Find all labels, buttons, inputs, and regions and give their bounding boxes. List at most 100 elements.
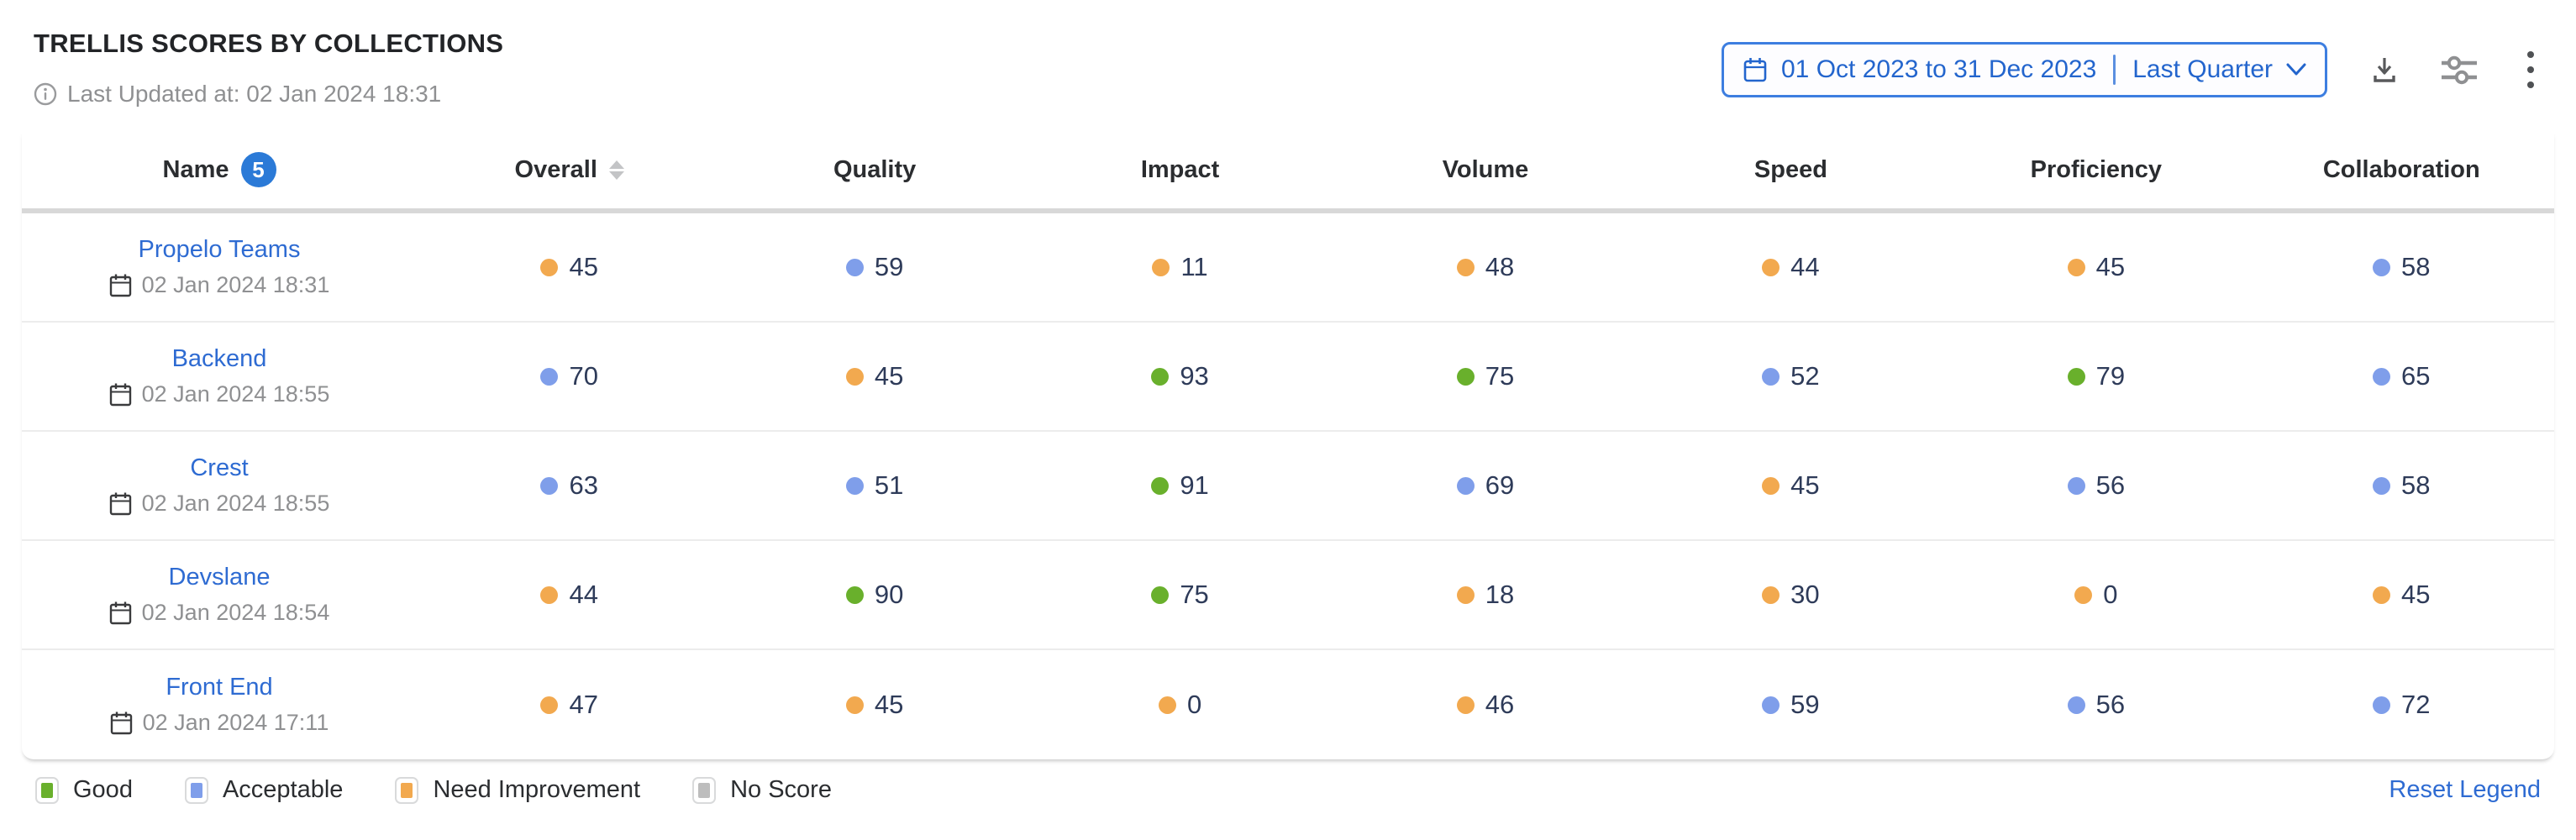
calendar-icon	[109, 492, 131, 516]
score-cell-proficiency: 56	[1943, 690, 2248, 720]
legend-item-good[interactable]: Good	[35, 776, 133, 804]
score-value: 70	[569, 361, 598, 391]
score-cell-proficiency: 45	[1943, 252, 2248, 282]
column-header-impact: Impact	[1140, 155, 1220, 183]
score-dot	[1762, 585, 1780, 604]
legend-item-no-score[interactable]: No Score	[692, 776, 832, 804]
sliders-icon-button[interactable]	[2440, 54, 2479, 86]
column-header-collaboration: Collaboration	[2322, 155, 2480, 183]
score-dot	[845, 367, 864, 386]
calendar-icon	[1743, 58, 1767, 82]
score-cell-speed: 44	[1638, 252, 1943, 282]
column-header-proficiency: Proficiency	[2030, 155, 2163, 183]
table-row: Front End 02 Jan 2024 17:11 47 45 0 46 5…	[22, 650, 2554, 759]
score-dot	[845, 476, 864, 495]
column-header-speed: Speed	[1753, 155, 1827, 183]
calendar-icon	[110, 711, 132, 735]
download-button[interactable]	[2368, 53, 2401, 87]
score-dot	[2067, 696, 2085, 714]
score-dot	[1151, 476, 1170, 495]
score-dot	[1762, 696, 1780, 714]
score-cell-speed: 52	[1638, 361, 1943, 391]
title-block: TRELLIS SCORES BY COLLECTIONS Last Updat…	[34, 29, 503, 108]
score-dot	[2373, 258, 2391, 276]
column-label: Overall	[514, 155, 597, 183]
info-icon	[34, 82, 57, 106]
score-dot	[1151, 585, 1170, 604]
collection-link[interactable]: Crest	[190, 454, 249, 481]
score-cell-collaboration: 58	[2249, 470, 2554, 501]
score-cell-proficiency: 0	[1943, 580, 2248, 610]
chevron-down-icon	[2286, 63, 2306, 76]
score-dot	[2067, 476, 2085, 495]
score-dot	[1762, 476, 1780, 495]
legend-swatch-box	[184, 776, 208, 804]
score-value: 48	[1485, 252, 1515, 281]
score-cell-impact: 0	[1028, 690, 1333, 720]
column-header-overall[interactable]: Overall	[417, 156, 722, 184]
score-value: 90	[874, 580, 904, 609]
date-range-divider	[2113, 55, 2116, 85]
score-value: 45	[2095, 252, 2126, 281]
column-header-quality: Quality	[833, 155, 917, 183]
column-label: Name	[162, 155, 229, 183]
legend-item-acceptable[interactable]: Acceptable	[184, 776, 343, 804]
collection-link[interactable]: Front End	[166, 674, 273, 701]
legend-item-need-improvement[interactable]: Need Improvement	[395, 776, 640, 804]
score-dot	[1456, 476, 1475, 495]
score-value: 45	[874, 690, 904, 719]
score-value: 63	[569, 470, 598, 500]
score-cell-volume: 75	[1333, 361, 1638, 391]
sort-carets-icon[interactable]	[608, 160, 624, 180]
score-cell-overall: 70	[417, 361, 722, 391]
collection-link[interactable]: Propelo Teams	[138, 236, 301, 263]
score-dot	[1456, 585, 1475, 604]
page-title: TRELLIS SCORES BY COLLECTIONS	[34, 29, 504, 58]
score-cell-impact: 91	[1028, 470, 1333, 501]
row-timestamp: 02 Jan 2024 18:55	[109, 491, 329, 517]
score-value: 44	[1790, 252, 1820, 281]
caret-up-icon	[608, 160, 624, 169]
need-improvement-swatch	[401, 782, 413, 798]
column-header-volume: Volume	[1442, 155, 1529, 183]
score-cell-quality: 59	[722, 252, 1027, 282]
score-dot	[1158, 696, 1176, 714]
score-cell-speed: 59	[1638, 690, 1943, 720]
collection-link[interactable]: Backend	[171, 345, 267, 372]
score-value: 58	[2401, 470, 2431, 500]
score-dot	[845, 585, 864, 604]
score-value: 44	[569, 580, 598, 609]
score-value: 72	[2401, 690, 2431, 719]
score-cell-proficiency: 79	[1943, 361, 2248, 391]
caret-down-icon	[608, 171, 624, 180]
score-value: 51	[874, 470, 904, 500]
name-count-badge: 5	[240, 152, 276, 187]
widget-controls: 01 Oct 2023 to 31 Dec 2023 Last Quarter	[1721, 42, 2542, 97]
score-dot	[1456, 696, 1475, 714]
score-dot	[2074, 585, 2093, 604]
score-value: 59	[874, 252, 904, 281]
score-value: 45	[2401, 580, 2431, 609]
reset-legend-link[interactable]: Reset Legend	[2389, 776, 2541, 803]
last-updated-text: Last Updated at: 02 Jan 2024 18:31	[67, 81, 442, 107]
date-range-button[interactable]: 01 Oct 2023 to 31 Dec 2023 Last Quarter	[1721, 42, 2327, 97]
score-dot	[2067, 258, 2085, 276]
score-value: 58	[2401, 252, 2431, 281]
score-value: 75	[1485, 361, 1515, 391]
score-cell-speed: 45	[1638, 470, 1943, 501]
score-value: 45	[874, 361, 904, 391]
score-cell-quality: 45	[722, 361, 1027, 391]
score-cell-volume: 18	[1333, 580, 1638, 610]
collection-link[interactable]: Devslane	[168, 564, 271, 591]
score-value: 91	[1180, 470, 1209, 500]
score-dot	[540, 367, 559, 386]
score-dot	[1456, 258, 1475, 276]
score-value: 75	[1180, 580, 1209, 609]
kebab-menu-button[interactable]	[2519, 48, 2542, 92]
name-cell: Front End 02 Jan 2024 17:11	[22, 674, 417, 736]
no-score-swatch	[698, 782, 711, 798]
score-cell-impact: 11	[1028, 252, 1333, 282]
score-value: 46	[1485, 690, 1515, 719]
score-dot	[1151, 367, 1170, 386]
